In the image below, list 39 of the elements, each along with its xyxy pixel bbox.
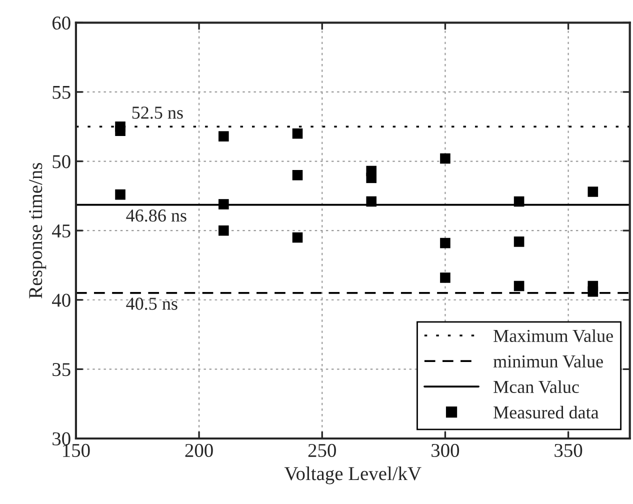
- point: [292, 170, 303, 180]
- x-tick-label: 200: [185, 444, 213, 458]
- point: [588, 286, 598, 297]
- x-tick-label: 300: [432, 444, 460, 458]
- point: [115, 189, 126, 200]
- x-axis-title: Voltage Level/kV: [284, 466, 422, 484]
- y-axis-title: Response time/ns: [29, 162, 46, 298]
- legend-label: Mcan Valuc: [494, 380, 579, 394]
- point: [292, 232, 303, 243]
- y-tick-label: 60: [52, 16, 70, 30]
- annotation: 46.86 ns: [126, 209, 186, 222]
- point: [366, 196, 377, 207]
- legend-label: Maximum Value: [494, 329, 613, 342]
- point: [218, 131, 229, 142]
- x-tick-label: 350: [554, 444, 582, 458]
- point: [292, 128, 303, 139]
- point: [440, 153, 450, 164]
- y-tick-label: 40: [52, 294, 70, 307]
- annotation: 40.5 ns: [126, 298, 178, 310]
- y-tick-label: 50: [52, 155, 70, 168]
- point: [218, 199, 229, 210]
- legend-label: Measured data: [494, 406, 599, 419]
- y-tick-label: 45: [52, 224, 70, 238]
- x-tick-label: 250: [308, 444, 336, 458]
- annotation: 52.5 ns: [132, 106, 183, 119]
- y-tick-label: 30: [52, 432, 70, 446]
- point: [440, 272, 450, 283]
- point: [115, 126, 126, 136]
- point: [514, 280, 524, 292]
- y-tick-label: 35: [52, 363, 70, 376]
- point: [440, 238, 450, 248]
- point: [514, 236, 524, 247]
- y-tick-label: 55: [52, 86, 70, 99]
- point: [366, 172, 377, 184]
- point: [588, 186, 598, 197]
- point: [514, 196, 524, 207]
- point: [218, 225, 229, 236]
- x-tick-label: 150: [63, 444, 90, 458]
- legend-label: minimun Value: [493, 354, 603, 368]
